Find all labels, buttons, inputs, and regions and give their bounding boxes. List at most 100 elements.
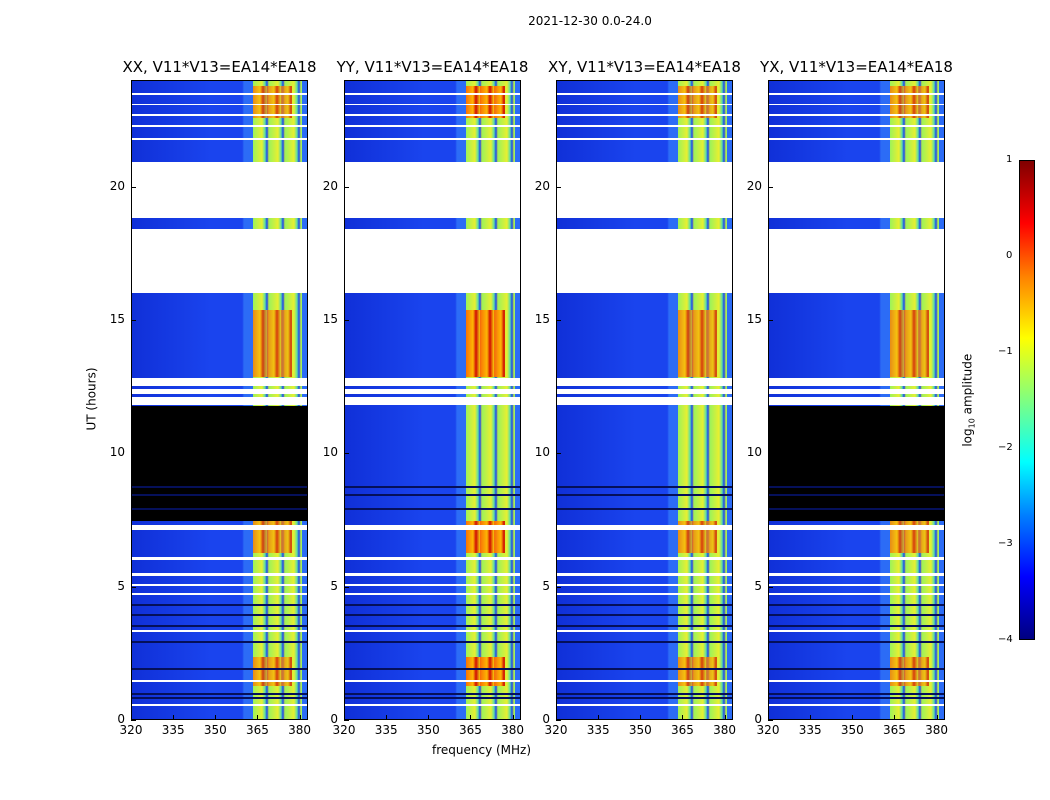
x-tick-label-335: 335 <box>161 723 185 737</box>
data-gap-4 <box>345 389 520 395</box>
dark-line-7 <box>557 507 732 510</box>
colorbar-tick--2: −2 <box>998 442 1013 453</box>
data-gap-12 <box>769 704 944 707</box>
panel-title-3: YX, V11*V13=EA14*EA18 <box>760 58 953 76</box>
data-gap-16 <box>769 138 944 140</box>
x-tick-label-320: 320 <box>544 723 568 737</box>
y-tick-20 <box>344 186 349 188</box>
y-axis-label: UT (hours) <box>84 367 99 431</box>
colorbar-tick--4: −4 <box>998 634 1013 645</box>
data-gap-0 <box>345 162 520 219</box>
warm-region-evening <box>889 86 929 119</box>
dark-line-6 <box>769 603 944 606</box>
data-gap-0 <box>132 162 307 219</box>
data-gap-3 <box>132 397 307 405</box>
x-tick-365 <box>470 715 472 720</box>
y-tick-20 <box>556 186 561 188</box>
data-gap-7 <box>132 573 307 576</box>
data-gap-2 <box>132 378 307 387</box>
data-gap-6 <box>557 557 732 560</box>
y-tick-label-5: 5 <box>754 578 762 593</box>
y-tick-10 <box>768 453 773 455</box>
data-gap-1 <box>769 229 944 293</box>
data-gap-3 <box>557 397 732 405</box>
y-tick-label-20: 20 <box>322 178 338 193</box>
x-tick-350 <box>640 715 642 720</box>
data-gap-10 <box>132 629 307 632</box>
flagged-region-0 <box>769 406 944 521</box>
x-tick-365 <box>257 715 259 720</box>
y-tick-15 <box>131 320 136 321</box>
dark-line-3 <box>345 641 520 643</box>
flagged-region-0 <box>132 406 307 521</box>
data-gap-2 <box>557 378 732 387</box>
x-tick-label-380: 380 <box>713 723 737 737</box>
x-tick-320 <box>556 715 557 720</box>
data-gap-17 <box>769 93 944 95</box>
dark-line-8 <box>557 494 732 497</box>
data-gap-11 <box>132 680 307 683</box>
spectrum-panel-0 <box>131 80 308 720</box>
x-tick-label-335: 335 <box>798 723 822 737</box>
x-tick-label-365: 365 <box>882 723 906 737</box>
x-tick-335 <box>386 715 388 720</box>
y-tick-5 <box>344 586 349 588</box>
x-tick-label-350: 350 <box>203 723 227 737</box>
data-gap-9 <box>769 593 944 595</box>
x-tick-380 <box>936 715 938 720</box>
y-tick-5 <box>768 586 773 588</box>
x-tick-label-365: 365 <box>670 723 694 737</box>
x-tick-320 <box>344 715 345 720</box>
data-gap-7 <box>557 573 732 576</box>
warm-region-evening <box>465 86 505 119</box>
dark-line-7 <box>769 507 944 510</box>
data-gap-0 <box>769 162 944 219</box>
y-tick-0 <box>344 720 349 721</box>
colorbar-tick-0: 0 <box>1006 250 1013 261</box>
data-gap-0 <box>557 162 732 219</box>
x-tick-label-365: 365 <box>458 723 482 737</box>
x-tick-label-320: 320 <box>756 723 780 737</box>
data-gap-14 <box>769 114 944 116</box>
y-tick-20 <box>131 186 136 188</box>
data-gap-17 <box>557 93 732 95</box>
panel-title-1: YY, V11*V13=EA14*EA18 <box>336 58 529 76</box>
dark-line-9 <box>345 486 520 489</box>
data-gap-11 <box>345 680 520 683</box>
data-gap-7 <box>769 573 944 576</box>
data-gap-16 <box>132 138 307 140</box>
y-tick-10 <box>556 453 561 455</box>
dark-line-2 <box>557 667 732 670</box>
y-tick-label-20: 20 <box>746 178 762 193</box>
colorbar-tick-1: 1 <box>1006 154 1013 165</box>
data-gap-2 <box>345 378 520 387</box>
y-tick-label-10: 10 <box>109 445 125 460</box>
data-gap-8 <box>132 584 307 587</box>
data-gap-5 <box>557 525 732 531</box>
x-tick-350 <box>852 715 854 720</box>
x-tick-335 <box>598 715 600 720</box>
y-tick-15 <box>768 320 773 321</box>
y-tick-label-20: 20 <box>109 178 125 193</box>
dark-line-0 <box>769 697 944 699</box>
data-gap-6 <box>345 557 520 560</box>
data-gap-8 <box>345 584 520 587</box>
dark-line-8 <box>132 494 307 497</box>
dark-line-4 <box>769 625 944 627</box>
data-gap-5 <box>769 525 944 531</box>
dark-line-6 <box>557 603 732 606</box>
y-tick-5 <box>556 586 561 588</box>
warm-region-afternoon <box>465 310 505 377</box>
y-tick-label-10: 10 <box>322 445 338 460</box>
spectrum-panel-2 <box>556 80 733 720</box>
x-axis-label: frequency (MHz) <box>432 743 532 757</box>
x-tick-label-380: 380 <box>925 723 949 737</box>
dark-line-8 <box>769 494 944 497</box>
data-gap-9 <box>345 593 520 595</box>
x-tick-label-350: 350 <box>840 723 864 737</box>
data-gap-10 <box>769 629 944 632</box>
dark-line-3 <box>132 641 307 643</box>
dark-line-4 <box>345 625 520 627</box>
x-tick-label-350: 350 <box>628 723 652 737</box>
dark-line-4 <box>132 625 307 627</box>
